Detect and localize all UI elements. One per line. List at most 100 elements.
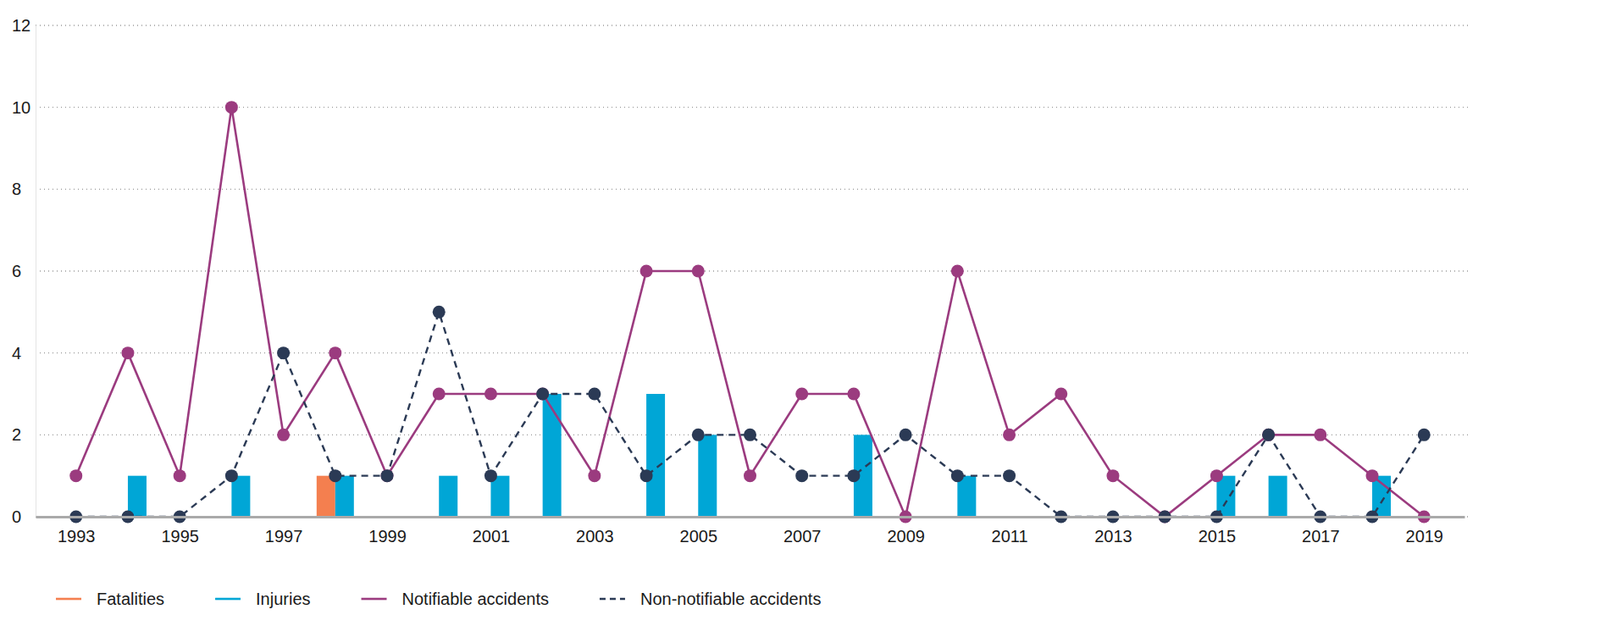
marker (587, 387, 601, 401)
x-tick-label: 2019 (1406, 526, 1445, 546)
bar (127, 476, 147, 517)
y-tick: 4 (11, 343, 36, 363)
bar (335, 476, 355, 517)
line (76, 107, 1425, 517)
y-tick: 8 (11, 179, 36, 199)
legend: FatalitiesInjuriesNotifiable accidentsNo… (55, 589, 821, 609)
x-tick-label: 2013 (1094, 526, 1133, 546)
y-tick-label: 8 (11, 179, 22, 199)
grid (35, 25, 1470, 517)
x-tick: 2013 (1094, 516, 1133, 546)
marker (692, 428, 705, 442)
x-tick: 2003 (575, 516, 615, 546)
x-tick-label: 2017 (1301, 526, 1340, 546)
y-tick-label: 10 (11, 98, 31, 117)
x-tick: 2009 (886, 516, 925, 546)
marker (1002, 428, 1016, 442)
bar (957, 476, 976, 517)
legend-label: Notifiable accidents (402, 589, 549, 609)
x-tick-label: 1995 (160, 526, 200, 546)
y-tick-label: 6 (11, 261, 22, 281)
marker (1366, 469, 1379, 482)
bar (438, 476, 458, 517)
y-tick-label: 2 (11, 425, 22, 444)
grid-line (35, 515, 1470, 517)
marker (1210, 469, 1224, 482)
marker (1262, 428, 1275, 442)
marker (536, 387, 549, 401)
marker (1002, 469, 1016, 482)
y-axis: 024681012 (11, 16, 37, 526)
marker (381, 469, 394, 482)
legend-swatch (55, 597, 82, 601)
x-tick-label: 1997 (265, 526, 304, 546)
x-tick: 2007 (783, 516, 822, 546)
marker (328, 346, 342, 360)
marker (587, 469, 601, 482)
marker (225, 100, 239, 114)
x-tick-label: 2009 (886, 526, 925, 546)
legend-item: Fatalities (55, 589, 165, 609)
legend-swatch (361, 597, 388, 601)
legend-swatch (215, 597, 241, 601)
bar-series (316, 476, 336, 517)
chart: 0246810121993199519971999200120032005200… (0, 0, 1600, 626)
marker (795, 387, 809, 401)
marker (173, 469, 187, 482)
y-tick: 6 (11, 261, 36, 281)
marker (536, 387, 549, 401)
line (76, 311, 1425, 517)
marker (743, 469, 757, 482)
x-tick: 2019 (1406, 516, 1445, 546)
marker (225, 469, 239, 482)
bar (490, 476, 510, 517)
marker (328, 469, 342, 482)
marker (1313, 428, 1327, 442)
x-tick: 2005 (680, 516, 719, 546)
bar (1268, 476, 1288, 517)
marker (640, 265, 654, 278)
line-series (69, 305, 1431, 524)
x-tick-label: 2003 (575, 526, 615, 546)
bar (316, 476, 336, 517)
y-tick-label: 4 (11, 343, 22, 363)
y-tick: 12 (11, 16, 36, 35)
x-tick: 1995 (160, 516, 200, 546)
grid-line (35, 270, 1470, 272)
bar-series (127, 393, 1391, 517)
marker (692, 265, 705, 278)
x-tick-label: 1993 (57, 526, 96, 546)
bar (542, 393, 562, 517)
x-tick: 1999 (368, 516, 407, 546)
y-tick: 10 (11, 98, 36, 117)
x-tick-label: 2005 (680, 526, 719, 546)
line-series (69, 100, 1431, 523)
marker (276, 428, 290, 442)
x-tick: 1997 (265, 516, 304, 546)
marker (121, 346, 134, 360)
y-tick: 2 (11, 425, 36, 444)
marker (847, 387, 860, 401)
bar (697, 434, 717, 517)
x-tick-label: 2001 (472, 526, 511, 546)
x-tick-label: 2011 (991, 526, 1029, 546)
legend-item: Injuries (215, 589, 311, 609)
bar (646, 393, 665, 517)
marker (951, 265, 964, 278)
y-axis-line (35, 26, 37, 518)
marker (899, 428, 913, 442)
plot-area (69, 100, 1431, 523)
x-tick: 2015 (1198, 516, 1237, 546)
x-tick: 1993 (57, 516, 96, 546)
marker (1417, 428, 1431, 442)
marker (381, 469, 394, 482)
grid-line (35, 188, 1470, 190)
x-axis: 1993 1995 1997 1999 2001 2003 2005 2007 2009 2011… (36, 516, 1466, 546)
x-tick: 2011 (991, 516, 1029, 546)
legend-swatch (599, 597, 626, 601)
marker (432, 305, 446, 319)
legend-item: Notifiable accidents (361, 589, 549, 609)
x-tick: 2017 (1301, 516, 1340, 546)
marker (276, 346, 290, 360)
marker (743, 428, 757, 442)
